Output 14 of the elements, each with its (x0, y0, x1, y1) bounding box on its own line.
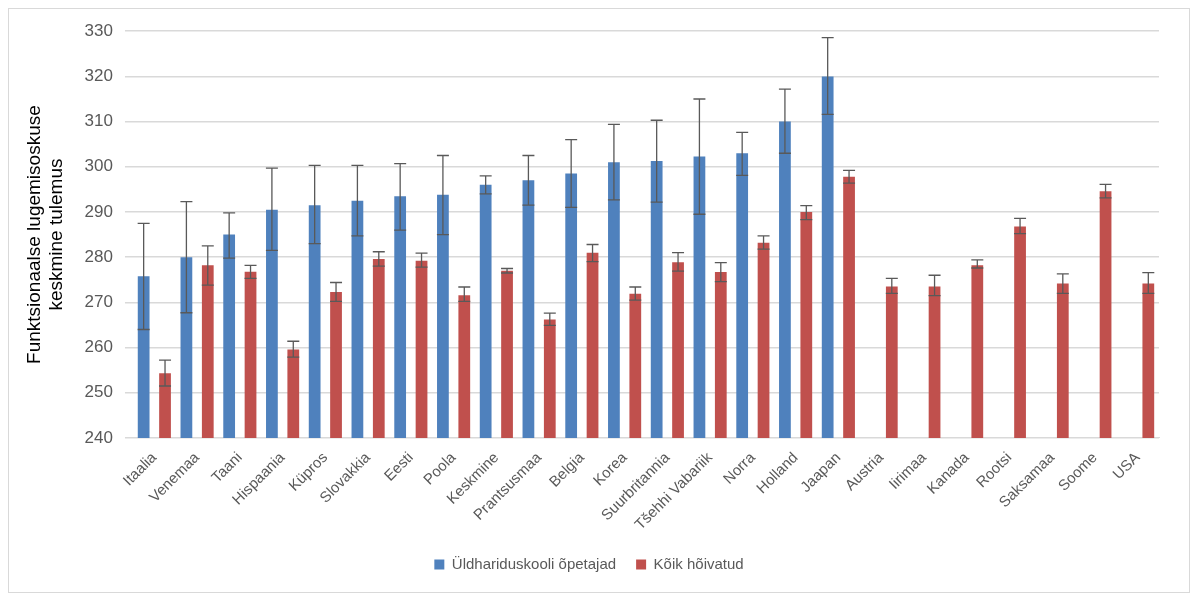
y-tick-label: 310 (84, 111, 113, 131)
y-axis-title: Funktsionaalse lugemisoskuse keskmine tulemus (22, 105, 67, 364)
y-tick-label: 240 (84, 427, 113, 447)
x-tick-label: USA (1108, 448, 1143, 483)
y-tick-label: 260 (84, 337, 113, 357)
legend-label: Kõik hõivatud (653, 554, 744, 572)
y-tick-label: 300 (84, 156, 113, 176)
y-tick-label: 330 (84, 20, 113, 40)
y-tick-label: 290 (84, 201, 113, 221)
legend-label: Üldhariduskooli õpetajad (451, 554, 617, 572)
y-tick-label: 320 (84, 66, 113, 86)
y-tick-label: 280 (84, 246, 113, 266)
y-tick-label: 270 (84, 292, 113, 312)
y-tick-label: 250 (84, 382, 113, 402)
